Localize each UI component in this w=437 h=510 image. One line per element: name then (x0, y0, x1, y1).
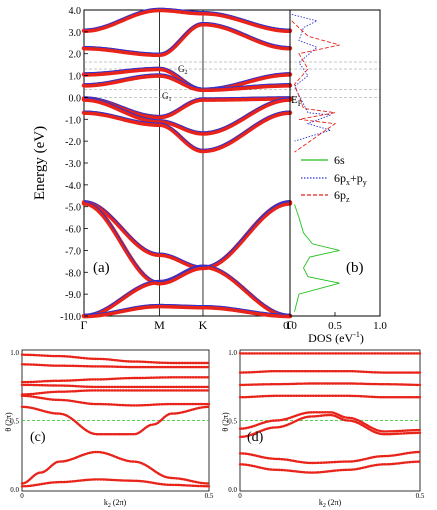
wilson-curve (238, 411, 422, 433)
energy-tick-label: -1.0 (65, 115, 81, 126)
wilson-curve (20, 383, 211, 389)
band-line-thin (83, 7, 291, 30)
dos-tick-label: 0.5 (328, 320, 342, 332)
wilson-curve (238, 413, 422, 439)
energy-tick-label: -6.0 (65, 225, 81, 236)
legend-6pz-label: 6pz (334, 188, 350, 204)
legend-6pxy-label: 6px+py (334, 171, 367, 187)
wilson-curve (20, 394, 211, 407)
panel-c-label: (c) (30, 430, 46, 445)
energy-tick-label: 3.0 (69, 28, 82, 39)
band-line-thick (81, 97, 293, 136)
band-line-thick (81, 303, 293, 319)
wilson-curve (238, 382, 422, 387)
dos-curve (294, 204, 340, 312)
energy-tick-label: 2.0 (69, 50, 82, 61)
theta-tick-label: 0.0 (10, 486, 19, 494)
k-tick-label: 0.5 (205, 492, 214, 500)
dos-tick-label: 0.0 (283, 320, 297, 332)
wilson-curve (238, 460, 422, 474)
energy-axis-label: Energy (eV) (32, 126, 48, 200)
wilson-curve (238, 394, 422, 399)
energy-tick-label: 4.0 (69, 6, 82, 17)
wilson-loop-panel-d: 0.0 0.5 1.0 0 0.5 (d) θ (2π) k2 (2π) (221, 349, 425, 509)
band-line-thick (81, 96, 293, 120)
wilson-curve (20, 353, 211, 365)
kpoint-label: K (199, 318, 208, 332)
theta-tick-label: 0.0 (228, 486, 237, 494)
band-line-thin (83, 96, 291, 116)
band-line-thin (83, 73, 291, 89)
dos-axis-label: DOS (eV-1) (308, 330, 364, 345)
energy-tick-label: -3.0 (65, 159, 81, 170)
wilson-loop-panel-c: 0.0 0.5 1.0 0 0.5 (c) θ (2π) k2 (2π) (4, 349, 214, 509)
energy-tick-label: -2.0 (65, 137, 81, 148)
panel-d-xlabel: k2 (2π) (319, 498, 342, 509)
theta-tick-label: 0.5 (228, 418, 237, 426)
band-structure-panel: 4.0 3.0 2.0 1.0 0.0 -1.0 -2.0 -3.0 -4.0 -5.0 -6.0 -… (32, 6, 380, 332)
wilson-curve (20, 376, 211, 384)
dos-tick-label: 1.0 (373, 320, 387, 332)
panel-d-label: (d) (247, 430, 264, 445)
kpoint-label: M (154, 318, 165, 332)
panel-c-xlabel: k2 (2π) (104, 498, 127, 509)
wilson-curve (20, 389, 211, 396)
theta-tick-label: 1.0 (228, 349, 237, 357)
band-line-thick (81, 73, 293, 93)
energy-tick-label: -5.0 (65, 203, 81, 214)
g1-annotation: G1 (162, 91, 172, 103)
theta-tick-label: 0.5 (10, 418, 19, 426)
panel-b-label: (b) (346, 260, 364, 276)
fermi-label: EF (291, 94, 303, 108)
band-line-thick (81, 66, 293, 93)
energy-tick-label: -10.0 (60, 312, 81, 323)
band-line-thick (81, 264, 293, 319)
panel-d-ylabel: θ (2π) (221, 412, 230, 432)
band-line-thin (83, 264, 291, 315)
band-line-thick (81, 21, 293, 58)
wilson-curve (20, 450, 211, 485)
energy-tick-label: -4.0 (65, 181, 81, 192)
kpoint-label: Γ (287, 318, 294, 332)
wilson-curve (238, 450, 422, 465)
energy-tick-label: 1.0 (69, 72, 82, 83)
legend-6s-label: 6s (334, 153, 345, 167)
band-line-thick (81, 110, 293, 154)
panel-c-frame (21, 349, 210, 492)
wilson-curve (238, 370, 422, 374)
band-line-thin (83, 66, 291, 89)
dos-panel: 0.0 0.5 1.0 EF 6s 6px+py 6pz (b) DOS (eV-1… (283, 9, 387, 345)
energy-tick-label: 0.0 (69, 93, 82, 104)
dos-legend: 6s 6px+py 6pz (301, 153, 367, 204)
band-line-thin (83, 21, 291, 54)
wilson-curve (20, 363, 211, 369)
band-line-thin (83, 303, 291, 315)
energy-tick-label: -8.0 (65, 268, 81, 279)
band-line-thick (81, 7, 293, 34)
g2-annotation: G2 (178, 64, 188, 76)
energy-tick-label: -7.0 (65, 246, 81, 257)
dos-curve (291, 20, 340, 153)
k-tick-label: 0.5 (416, 492, 425, 500)
kpoint-label: Γ (81, 318, 88, 332)
band-line-thin (83, 201, 291, 282)
k-tick-label: 0 (238, 492, 242, 500)
theta-tick-label: 1.0 (10, 349, 19, 357)
k-tick-label: 0 (20, 492, 24, 500)
energy-tick-label: -9.0 (65, 290, 81, 301)
wilson-curve (20, 405, 211, 436)
band-line-thin (83, 110, 291, 150)
panel-a-label: (a) (93, 260, 110, 276)
panel-c-ylabel: θ (2π) (4, 412, 13, 432)
dos-curve (291, 13, 333, 142)
wilson-curve (20, 478, 211, 488)
band-line-thin (83, 97, 291, 133)
